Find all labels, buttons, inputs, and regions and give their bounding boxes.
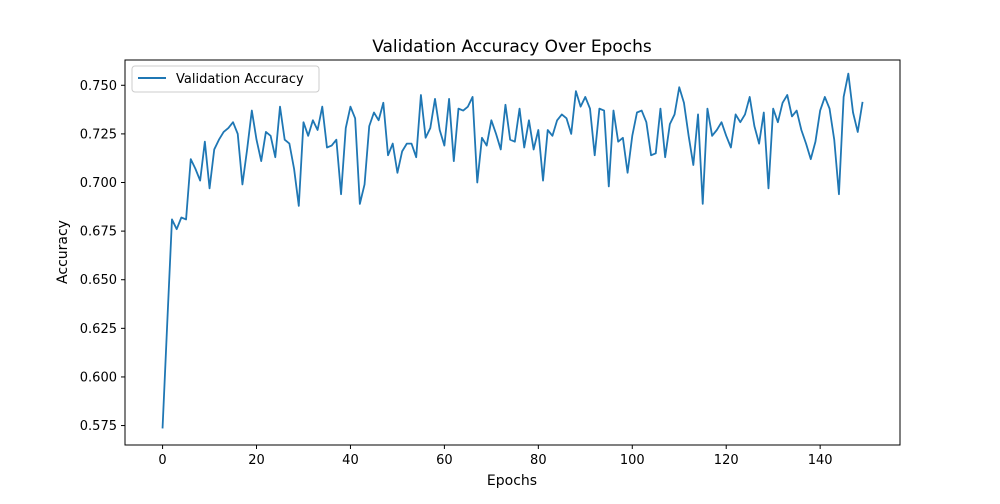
y-tick-label: 0.750 — [80, 79, 117, 94]
y-tick-label: 0.600 — [80, 370, 117, 385]
series-lines — [161, 72, 864, 429]
x-tick-label: 100 — [620, 453, 645, 468]
y-tick-label: 0.700 — [80, 176, 117, 191]
legend: Validation Accuracy — [131, 65, 320, 93]
y-tick-label: 0.650 — [80, 273, 117, 288]
x-axis-label: Epochs — [487, 473, 537, 489]
x-tick-label: 40 — [342, 453, 359, 468]
series-line-validation-accuracy — [161, 72, 864, 429]
x-tick-label: 120 — [714, 453, 739, 468]
y-tick-label: 0.575 — [80, 419, 117, 434]
plot-frame — [124, 59, 901, 446]
x-tick-label: 140 — [808, 453, 833, 468]
y-axis-ticks: 0.575 0.600 0.625 0.650 0.675 0.700 0.725 0.750 — [80, 79, 125, 434]
y-tick-label: 0.725 — [80, 127, 117, 142]
y-axis-label: Accuracy — [55, 220, 71, 284]
x-tick-label: 20 — [248, 453, 265, 468]
legend-label: Validation Accuracy — [176, 72, 304, 87]
y-tick-label: 0.675 — [80, 225, 117, 240]
x-tick-label: 60 — [436, 453, 453, 468]
chart-title: Validation Accuracy Over Epochs — [372, 37, 652, 57]
y-tick-label: 0.625 — [80, 322, 117, 337]
x-axis-ticks: 0 20 40 60 80 100 120 140 — [158, 445, 833, 468]
x-tick-label: 0 — [158, 453, 166, 468]
x-tick-label: 80 — [530, 453, 547, 468]
legend-box — [131, 65, 320, 93]
